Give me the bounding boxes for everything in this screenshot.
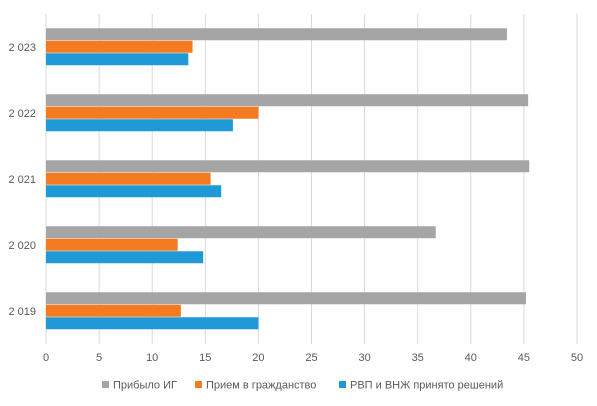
bar-2022-series-1 (46, 106, 259, 119)
bar-2023-series-2 (46, 28, 507, 41)
legend-label: Прием в гражданство (206, 380, 316, 392)
bar-2019-series-2 (46, 292, 527, 305)
bars (46, 28, 530, 330)
y-tick-label: 2 023 (8, 42, 36, 54)
x-tick-label: 20 (252, 352, 264, 364)
bar-2020-series-1 (46, 238, 178, 251)
x-tick-label: 25 (305, 352, 317, 364)
bar-2023-series-1 (46, 40, 193, 53)
y-tick-label: 2 020 (8, 240, 36, 252)
legend-swatch (102, 381, 109, 388)
bar-2021-series-1 (46, 172, 211, 185)
bar-2020-series-0 (46, 251, 204, 264)
legend-swatch (339, 381, 346, 388)
x-tick-label: 15 (199, 352, 211, 364)
x-tick-label: 0 (43, 352, 49, 364)
x-tick-label: 30 (358, 352, 370, 364)
bar-2023-series-0 (46, 53, 189, 66)
y-tick-label: 2 021 (8, 174, 36, 186)
x-axis-tick-labels: 0 5 10 15 20 25 30 35 40 45 50 (43, 352, 583, 364)
x-tick-label: 10 (146, 352, 158, 364)
bar-2021-series-0 (46, 185, 222, 198)
x-tick-label: 5 (96, 352, 102, 364)
legend-swatch (195, 381, 202, 388)
x-tick-label: 35 (412, 352, 424, 364)
gridlines (45, 14, 578, 344)
bar-2021-series-2 (46, 160, 530, 173)
y-tick-label: 2 019 (8, 306, 36, 318)
x-tick-label: 45 (518, 352, 530, 364)
bar-2022-series-2 (46, 94, 529, 107)
legend-label: Прибыло ИГ (113, 380, 177, 392)
x-tick-label: 50 (571, 352, 583, 364)
legend-label: РВП и ВНЖ принято решений (350, 380, 503, 392)
y-axis-tick-labels: 2 019 2 020 2 021 2 022 2 023 (8, 42, 36, 318)
bar-2019-series-1 (46, 304, 181, 317)
bar-2020-series-2 (46, 226, 436, 239)
bar-2022-series-0 (46, 119, 233, 132)
bar-2019-series-0 (46, 317, 259, 330)
x-tick-label: 40 (465, 352, 477, 364)
legend: Прибыло ИГ Прием в гражданство РВП и ВНЖ п… (102, 380, 503, 392)
y-tick-label: 2 022 (8, 108, 36, 120)
